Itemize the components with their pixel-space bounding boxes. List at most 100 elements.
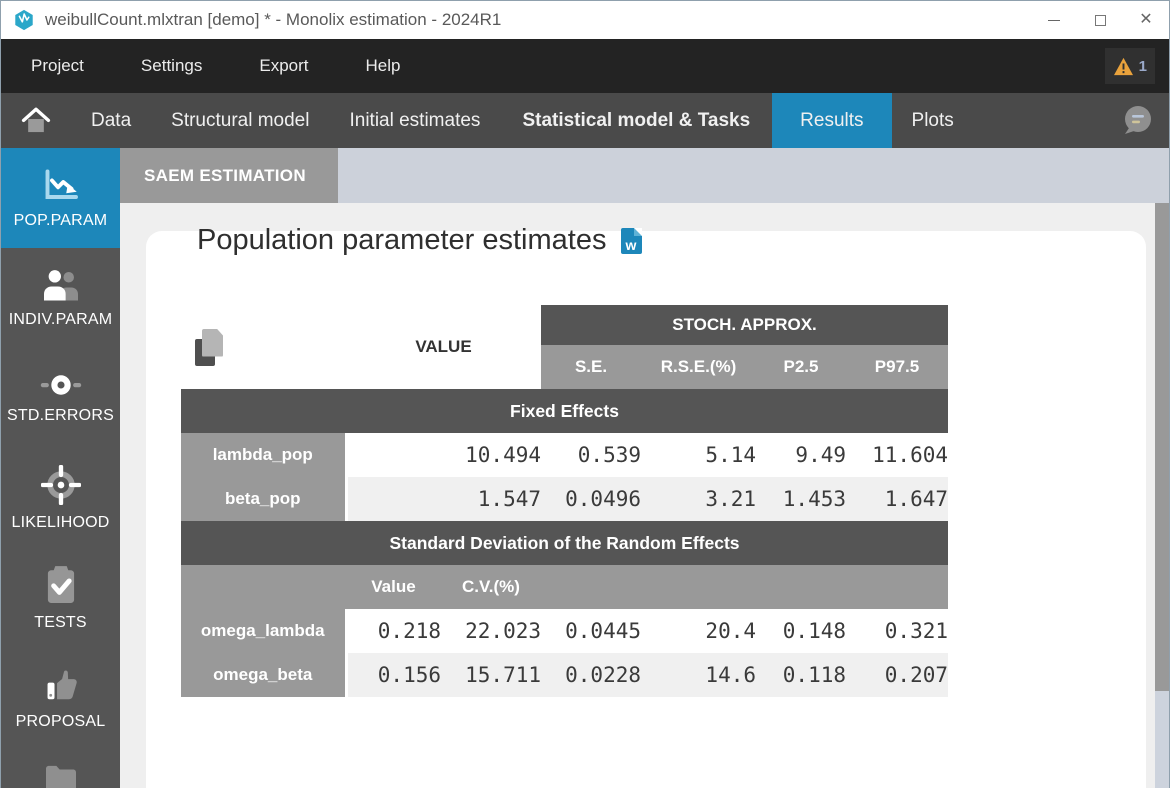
- menu-help[interactable]: Help: [365, 56, 401, 75]
- close-icon: ✕: [1139, 11, 1153, 28]
- param-label: lambda_pop: [181, 433, 348, 477]
- param-label: omega_lambda: [181, 609, 348, 653]
- vertical-scrollbar[interactable]: [1155, 203, 1169, 788]
- sidebar-item-tests[interactable]: TESTS: [1, 548, 120, 648]
- folder-icon: [45, 765, 76, 788]
- menu-settings[interactable]: Settings: [140, 56, 203, 75]
- sidebar-item-label: PROPOSAL: [15, 712, 106, 730]
- tab-statistical-model-tasks[interactable]: Statistical model & Tasks: [522, 109, 751, 131]
- cell-value: 10.494: [346, 433, 541, 477]
- cell-p25: 9.49: [756, 433, 846, 477]
- menu-export[interactable]: Export: [259, 56, 309, 75]
- chart-line-icon: [45, 169, 78, 199]
- title-bar: weibullCount.mlxtran [demo] * - Monolix …: [1, 1, 1169, 39]
- cell-se: 0.539: [541, 433, 641, 477]
- thumbs-up-icon: [47, 669, 77, 699]
- cell-p25: 0.148: [756, 609, 846, 653]
- column-header-rse: R.S.E.(%): [641, 345, 756, 389]
- word-export-icon[interactable]: w: [621, 227, 643, 254]
- main-nav: Data Structural model Initial estimates …: [1, 93, 1169, 148]
- estimation-subtabs: SAEM ESTIMATION: [120, 148, 1169, 203]
- sidebar-item-proposal[interactable]: PROPOSAL: [1, 648, 120, 748]
- cell-cv: 22.023: [441, 609, 541, 653]
- subheader-spacer: [181, 565, 346, 609]
- minimize-icon: [1048, 19, 1060, 21]
- cell-se: 0.0445: [541, 609, 641, 653]
- cell-p975: 11.604: [846, 433, 948, 477]
- sidebar-item-label: LIKELIHOOD: [11, 513, 110, 531]
- sidebar-item-label: STD.ERRORS: [7, 406, 114, 424]
- table-row: omega_lambda 0.218 22.023 0.0445 20.4 0.…: [181, 609, 948, 653]
- column-header-value: VALUE: [346, 305, 541, 389]
- cell-value: 0.156: [346, 653, 441, 697]
- monolix-logo-icon: [15, 9, 33, 31]
- maximize-button[interactable]: [1077, 1, 1123, 39]
- cell-rse: 20.4: [641, 609, 756, 653]
- sidebar-item-indiv-param[interactable]: INDIV.PARAM: [1, 248, 120, 348]
- cell-value: 1.547: [346, 477, 541, 521]
- table-row: beta_pop 1.547 0.0496 3.21 1.453 1.647: [181, 477, 948, 521]
- sidebar-item-label: POP.PARAM: [13, 211, 108, 229]
- cell-rse: 5.14: [641, 433, 756, 477]
- cell-cv: 15.711: [441, 653, 541, 697]
- home-icon: [21, 107, 51, 132]
- sidebar-item-label: TESTS: [34, 613, 87, 631]
- window-title: weibullCount.mlxtran [demo] * - Monolix …: [45, 10, 502, 29]
- cell-p25: 1.453: [756, 477, 846, 521]
- sidebar-item-std-errors[interactable]: STD.ERRORS: [1, 348, 120, 448]
- cell-se: 0.0228: [541, 653, 641, 697]
- column-header-p25: P2.5: [756, 345, 846, 389]
- column-header-se: S.E.: [541, 345, 641, 389]
- maximize-icon: [1094, 14, 1106, 26]
- results-sidebar: POP.PARAM INDIV.PARAM STD.ERRORS: [1, 148, 120, 788]
- scrollbar-thumb[interactable]: [1155, 203, 1169, 691]
- subtab-saem-estimation[interactable]: SAEM ESTIMATION: [120, 148, 338, 203]
- menu-project[interactable]: Project: [31, 56, 84, 75]
- warning-icon: [1113, 57, 1133, 75]
- cell-se: 0.0496: [541, 477, 641, 521]
- cell-rse: 3.21: [641, 477, 756, 521]
- tab-structural-model[interactable]: Structural model: [171, 109, 310, 131]
- warning-count: 1: [1138, 57, 1147, 75]
- column-header-omega-value: Value: [346, 565, 441, 609]
- chat-bubble-icon: [1125, 105, 1151, 134]
- menu-bar: Project Settings Export Help 1: [1, 39, 1169, 93]
- table-row: omega_beta 0.156 15.711 0.0228 14.6 0.11…: [181, 653, 948, 697]
- subheader-spacer: [541, 565, 948, 609]
- sidebar-item-label: INDIV.PARAM: [8, 310, 113, 328]
- tab-results[interactable]: Results: [772, 93, 892, 148]
- table-row: lambda_pop 10.494 0.539 5.14 9.49 11.604: [181, 433, 948, 477]
- crosshair-icon: [40, 464, 81, 505]
- warning-badge[interactable]: 1: [1104, 48, 1155, 84]
- cell-p975: 1.647: [846, 477, 948, 521]
- param-label: beta_pop: [181, 477, 348, 521]
- copy-icon[interactable]: [195, 328, 225, 366]
- cell-p25: 0.118: [756, 653, 846, 697]
- tab-plots[interactable]: Plots: [911, 109, 954, 131]
- sidebar-item-convergence[interactable]: [1, 748, 120, 788]
- tab-data[interactable]: Data: [91, 109, 132, 131]
- cell-rse: 14.6: [641, 653, 756, 697]
- section-header-random-effects: Standard Deviation of the Random Effects: [181, 521, 948, 565]
- cell-p975: 0.321: [846, 609, 948, 653]
- node-icon: [40, 374, 81, 395]
- tab-initial-estimates[interactable]: Initial estimates: [349, 109, 481, 131]
- section-header-fixed-effects: Fixed Effects: [181, 389, 948, 433]
- close-button[interactable]: ✕: [1123, 1, 1169, 39]
- page-title: Population parameter estimates: [197, 224, 607, 256]
- column-header-omega-cv: C.V.(%): [441, 565, 541, 609]
- minimize-button[interactable]: [1031, 1, 1077, 39]
- sidebar-item-pop-param[interactable]: POP.PARAM: [1, 148, 120, 248]
- column-header-p975: P97.5: [846, 345, 948, 389]
- cell-p975: 0.207: [846, 653, 948, 697]
- copy-table-cell: [181, 305, 346, 389]
- results-content: SAEM ESTIMATION Population parameter est…: [120, 148, 1169, 788]
- feedback-button[interactable]: [1119, 93, 1169, 148]
- home-button[interactable]: [1, 93, 71, 148]
- clipboard-check-icon: [47, 565, 74, 603]
- sidebar-item-likelihood[interactable]: LIKELIHOOD: [1, 448, 120, 548]
- users-icon: [43, 269, 78, 300]
- param-label: omega_beta: [181, 653, 348, 697]
- population-parameters-table: VALUE STOCH. APPROX. S.E. R.S.E.(%) P2.5…: [181, 305, 948, 697]
- cell-value: 0.218: [346, 609, 441, 653]
